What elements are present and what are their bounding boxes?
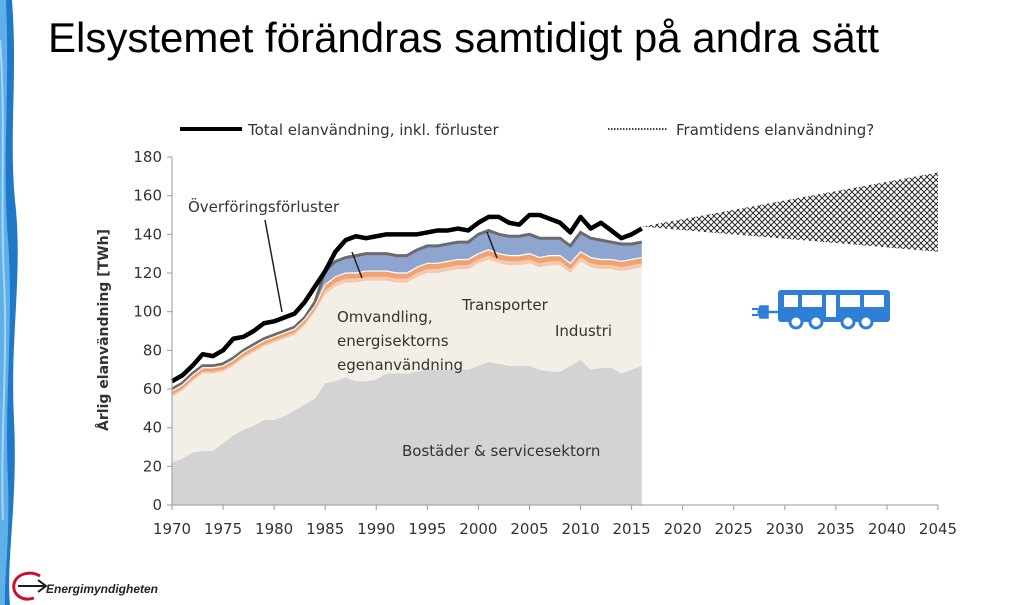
y-tick-label: 100 (133, 303, 162, 321)
annotation-conversion-2: energisektorns (337, 332, 449, 350)
annotation-losses-pointer (264, 219, 283, 313)
x-tick-label: 2005 (510, 520, 548, 538)
y-tick-label: 60 (143, 380, 162, 398)
x-tick-label: 2040 (868, 520, 906, 538)
x-tick-label: 1985 (306, 520, 344, 538)
x-tick-label: 2010 (561, 520, 599, 538)
y-tick-label: 140 (133, 225, 162, 243)
y-tick-label: 180 (133, 148, 162, 166)
x-tick-label: 1975 (204, 520, 242, 538)
x-tick-label: 1995 (408, 520, 446, 538)
x-tick-label: 2015 (613, 520, 651, 538)
y-tick-label: 20 (143, 457, 162, 475)
annotations: Överföringsförluster Omvandling, energis… (188, 197, 612, 460)
electric-bus-icon (752, 290, 890, 330)
y-tick-label: 0 (152, 496, 162, 514)
area-3 (172, 249, 642, 395)
band-edge-line (171, 249, 642, 392)
x-tick-label: 2035 (817, 520, 855, 538)
x-axis-ticks: 1970 1975 1980 1985 1990 1995 2000 2005 2010 2015… (153, 505, 957, 538)
x-tick-label: 2030 (766, 520, 804, 538)
axes (171, 157, 938, 506)
annotation-transport: Transporter (461, 296, 549, 314)
x-tick-label: 2020 (664, 520, 702, 538)
y-tick-label: 40 (143, 419, 162, 437)
y-tick-label: 120 (133, 264, 162, 282)
annotation-transport-pointer (486, 231, 498, 259)
area-4 (172, 230, 642, 391)
stack-top-line (171, 228, 643, 391)
x-tick-label: 2045 (919, 520, 957, 538)
area-1 (172, 259, 642, 463)
x-tick-label: 2000 (459, 520, 497, 538)
x-tick-label: 1970 (153, 520, 191, 538)
x-tick-label: 1980 (255, 520, 293, 538)
slide-side-decoration (0, 0, 18, 605)
y-tick-label: 160 (133, 187, 162, 205)
y-axis-ticks: 0 20 40 60 80 100 120 140 160 180 (133, 148, 172, 514)
energimyndigheten-logo (12, 571, 48, 601)
series-lines (170, 212, 643, 392)
legend-total-label: Total elanvändning, inkl. förluster (247, 121, 500, 139)
annotation-conversion-pointer (351, 251, 363, 279)
x-tick-label: 2025 (715, 520, 753, 538)
stacked-areas (172, 230, 642, 505)
legend: Total elanvändning, inkl. förluster Fram… (180, 121, 874, 139)
x-tick-label: 1990 (357, 520, 395, 538)
annotation-conversion-3: egenanvändning (337, 356, 463, 374)
logo-text: Energimyndigheten (46, 582, 159, 596)
future-cone (641, 172, 938, 252)
total-line (170, 212, 643, 384)
y-axis-label: Årlig elanvändning [TWh] (95, 229, 112, 431)
area-0 (172, 360, 642, 505)
slide-title: Elsystemet förändras samtidigt på andra … (48, 14, 880, 61)
y-tick-label: 80 (143, 341, 162, 359)
annotation-conversion-1: Omvandling, (337, 308, 433, 326)
legend-future-label: Framtidens elanvändning? (676, 121, 874, 139)
annotation-industry: Industri (555, 322, 612, 340)
annotation-residential: Bostäder & servicesektorn (402, 442, 600, 460)
future-projection (641, 172, 938, 252)
annotation-losses: Överföringsförluster (188, 197, 340, 216)
